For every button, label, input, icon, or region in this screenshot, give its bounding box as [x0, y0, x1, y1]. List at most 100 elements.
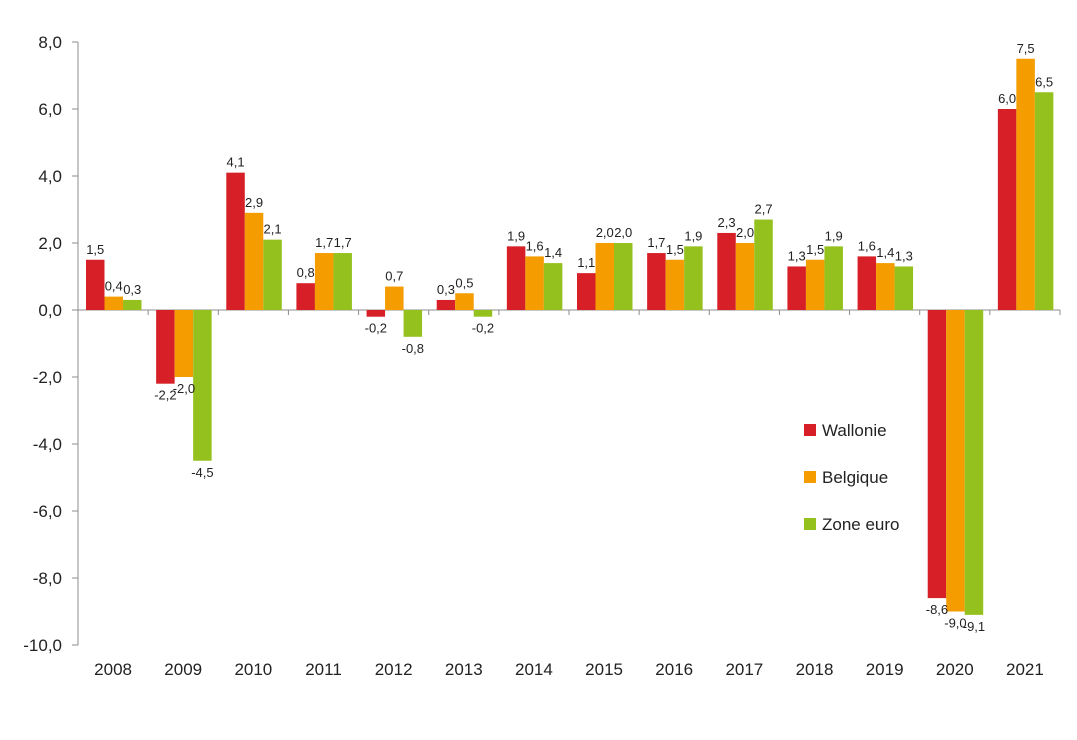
bar-zone-euro-2018	[824, 246, 843, 310]
bar-belgique-2012	[385, 286, 404, 310]
data-label: -0,2	[472, 321, 494, 336]
bar-belgique-2019	[876, 263, 895, 310]
x-tick-label: 2021	[1006, 660, 1044, 679]
bar-wallonie-2014	[506, 246, 526, 310]
bar-zone-euro-2017	[754, 219, 773, 310]
data-label: 1,5	[666, 242, 684, 257]
x-tick-label: 2008	[94, 660, 132, 679]
data-label: 2,7	[754, 202, 772, 217]
bar-zone-euro-2016	[684, 246, 703, 310]
data-label: 0,7	[385, 269, 403, 284]
bars	[86, 58, 1054, 615]
data-label: -4,5	[191, 465, 213, 480]
y-tick-label: 4,0	[38, 167, 62, 186]
x-tick-label: 2019	[866, 660, 904, 679]
bar-zone-euro-2013	[473, 310, 493, 317]
bar-belgique-2016	[665, 259, 685, 310]
data-label: 1,3	[788, 248, 806, 263]
x-tick-label: 2018	[796, 660, 834, 679]
bar-belgique-2009	[174, 310, 194, 377]
data-label: 4,1	[226, 155, 244, 170]
x-tick-label: 2012	[375, 660, 413, 679]
x-tick-label: 2011	[305, 660, 342, 679]
data-label: 1,7	[334, 235, 352, 250]
bar-belgique-2015	[595, 243, 614, 310]
data-label: -0,8	[402, 341, 424, 356]
y-tick-label: 2,0	[38, 234, 62, 253]
bar-wallonie-2021	[997, 109, 1017, 310]
bar-belgique-2011	[314, 253, 334, 310]
data-label: 1,5	[86, 242, 104, 257]
y-tick-label: -6,0	[33, 502, 62, 521]
data-label: -8,6	[926, 602, 948, 617]
bar-zone-euro-2019	[894, 266, 914, 310]
data-label: -9,0	[944, 616, 966, 631]
data-label: 1,9	[825, 228, 843, 243]
data-label: 1,1	[577, 255, 595, 270]
bar-wallonie-2018	[787, 266, 806, 310]
axes: 8,0 6,0 4,0 2,0 0,0 -2,0 -4,0 -6,0 -8,0 -10,0 2008…	[23, 33, 1061, 679]
data-label: 2,1	[263, 222, 281, 237]
data-label: 1,6	[526, 238, 544, 253]
bar-zone-euro-2009	[193, 310, 212, 461]
bar-zone-euro-2015	[614, 243, 633, 310]
y-tick-label: -8,0	[33, 569, 62, 588]
bar-zone-euro-2021	[1034, 92, 1054, 310]
legend-swatch-wallonie	[804, 424, 816, 436]
data-label: 2,0	[736, 225, 754, 240]
legend-swatch-zone-euro	[804, 518, 816, 530]
bar-belgique-2020	[946, 310, 965, 612]
data-label: 2,0	[614, 225, 632, 240]
data-label: 1,4	[544, 245, 562, 260]
bar-belgique-2008	[104, 296, 123, 310]
bar-zone-euro-2011	[333, 253, 352, 310]
data-label: 0,4	[105, 279, 123, 294]
data-label: -2,0	[173, 381, 195, 396]
bar-zone-euro-2012	[403, 310, 423, 337]
legend: Wallonie Belgique Zone euro	[804, 421, 900, 534]
y-tick-label: 8,0	[38, 33, 62, 52]
bar-belgique-2010	[244, 212, 264, 310]
x-tick-label: 2010	[234, 660, 272, 679]
y-tick-label: -2,0	[33, 368, 62, 387]
x-tick-label: 2020	[936, 660, 974, 679]
data-label: 1,5	[806, 242, 824, 257]
legend-label: Belgique	[822, 468, 888, 487]
data-label: 6,5	[1035, 74, 1053, 89]
y-tick-label: 6,0	[38, 100, 62, 119]
bar-zone-euro-2014	[543, 263, 563, 310]
data-label: 2,3	[717, 215, 735, 230]
data-label: 1,4	[876, 245, 894, 260]
bar-wallonie-2017	[717, 232, 736, 310]
bar-wallonie-2011	[296, 283, 315, 310]
data-label: 7,5	[1017, 41, 1035, 56]
data-labels: 1,50,4 0,3-2,2-2,0-4,54,12,92,10,81,7 1,7-…	[86, 41, 1053, 634]
data-label: -2,2	[154, 388, 176, 403]
data-label: 1,3	[895, 248, 913, 263]
data-label: 1,9	[684, 228, 702, 243]
bar-wallonie-2013	[436, 299, 456, 310]
bar-wallonie-2019	[857, 256, 877, 310]
bar-wallonie-2015	[577, 273, 596, 310]
legend-swatch-belgique	[804, 471, 816, 483]
data-label: 2,9	[245, 195, 263, 210]
data-label: 6,0	[998, 91, 1016, 106]
bar-wallonie-2010	[226, 172, 245, 310]
data-label: 1,9	[507, 228, 525, 243]
bar-wallonie-2012	[366, 310, 386, 317]
bar-belgique-2014	[525, 256, 544, 310]
data-label: 1,7	[647, 235, 665, 250]
data-label: 0,3	[123, 282, 141, 297]
x-tick-label: 2013	[445, 660, 483, 679]
bar-wallonie-2009	[156, 310, 175, 384]
data-label: 1,6	[858, 238, 876, 253]
bar-wallonie-2016	[647, 253, 666, 310]
data-label: 0,3	[437, 282, 455, 297]
bar-belgique-2018	[805, 259, 825, 310]
bar-wallonie-2008	[86, 259, 105, 310]
legend-label: Wallonie	[822, 421, 887, 440]
y-tick-label: -4,0	[33, 435, 62, 454]
x-tick-label: 2015	[585, 660, 623, 679]
